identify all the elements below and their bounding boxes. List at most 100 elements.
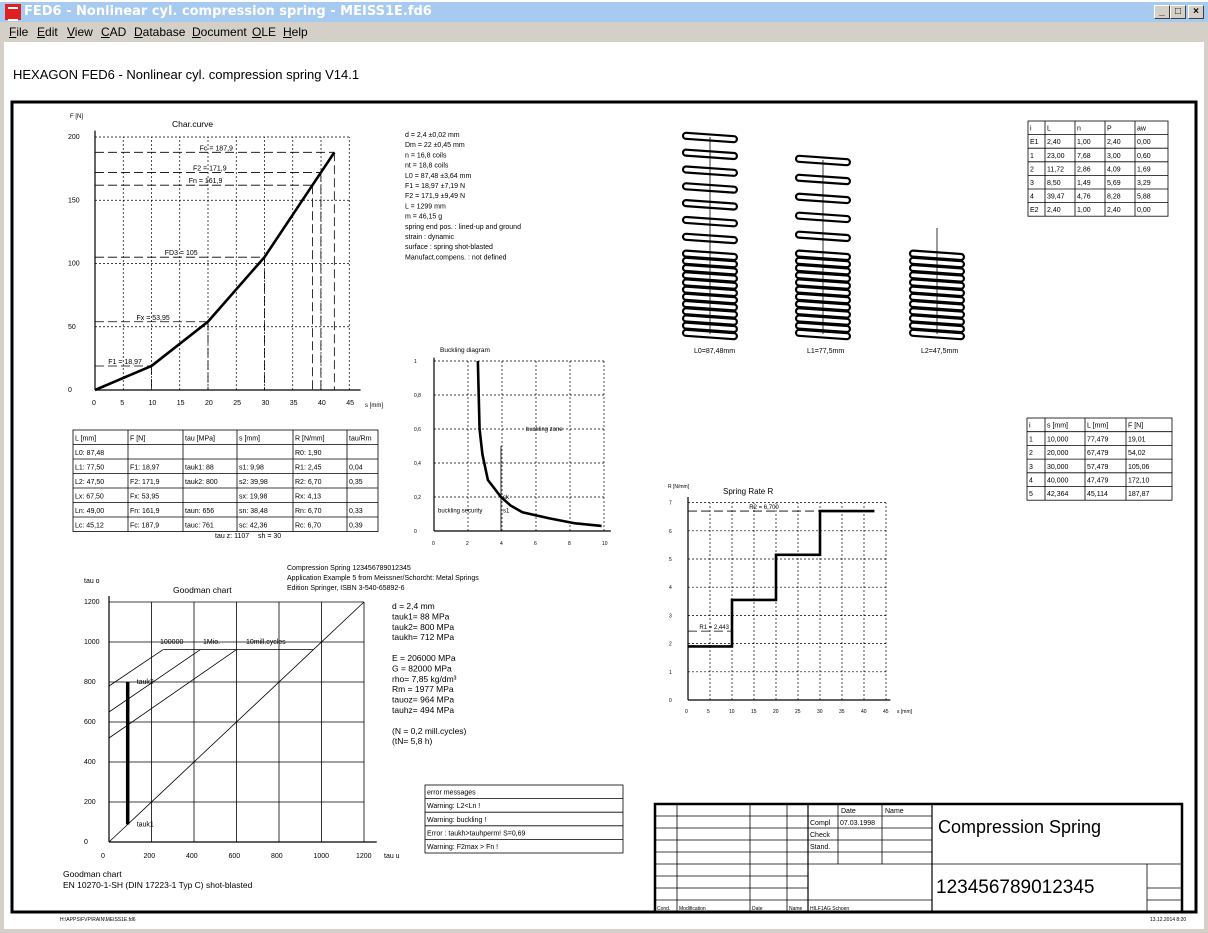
reference-line: Compression Spring 123456789012345 [287, 565, 411, 572]
parameter-table: L [mm] F [N] tau [MPa] s [mm] R [N/mm] tau/Rm… [72, 429, 379, 532]
title-bar: FED6 - Nonlinear cyl. compression spring… [0, 0, 1208, 22]
table-cell: L2: 47,50 [75, 479, 104, 486]
app-icon [5, 4, 21, 21]
table-cell: R1: 2,45 [295, 465, 322, 472]
y-tick-label: 6 [669, 529, 672, 535]
y-tick-label: 0 [68, 387, 72, 394]
menu-file[interactable]: File [9, 25, 29, 39]
column-header: F [N] [130, 436, 145, 443]
table-cell: Fx: 53,95 [130, 494, 159, 501]
table-cell: 1,49 [1077, 180, 1091, 187]
buckling-zone-label: buckling zone [526, 427, 563, 433]
reference-label: Fc = 187,9 [200, 145, 233, 152]
menu-document[interactable]: Document [192, 25, 247, 39]
table-cell: 2,40 [1107, 207, 1121, 214]
y-tick-label: 400 [84, 759, 96, 766]
y-tick-label: 200 [84, 799, 96, 806]
maximize-button[interactable]: □ [1170, 5, 1186, 19]
table-cell: 172,10 [1128, 478, 1150, 485]
y-tick-label: 1 [669, 670, 672, 676]
force-curve [94, 151, 336, 392]
table-cell: taun: 656 [185, 508, 214, 515]
column-header: s [mm] [1047, 423, 1068, 430]
buckling-curve [476, 360, 602, 528]
fatigue-line [108, 649, 164, 687]
table-cell: 0,35 [349, 479, 363, 486]
file-path: H:\APPS\FVP\RAIN\MEISS1E.fd6 [60, 917, 136, 923]
table-cell: 3,29 [1137, 180, 1151, 187]
y-tick-label: 1000 [84, 639, 100, 646]
y-axis-label: R [N/mm] [668, 484, 690, 490]
menu-database[interactable]: Database [134, 25, 186, 39]
table-cell: 3 [1030, 180, 1034, 187]
spring-data-line: L = 1299 mm [405, 203, 446, 210]
column-header: tau/Rm [349, 436, 372, 443]
x-axis-label: s [mm] [897, 709, 913, 715]
table-cell: 3 [1029, 464, 1033, 471]
table-cell: sn: 38,48 [239, 508, 268, 515]
close-button[interactable]: × [1188, 5, 1204, 19]
menu-view[interactable]: View [67, 25, 93, 39]
x-tick-label: 600 [229, 853, 241, 860]
column-header: L [mm] [75, 436, 96, 443]
material-line: (N = 0,2 mill.cycles) [392, 726, 467, 736]
material-line: (tN= 5,8 h) [392, 736, 433, 746]
reference-label: F2 = 171,9 [193, 166, 227, 173]
menu-ole[interactable]: OLE [252, 25, 277, 39]
table-cell: E1 [1030, 139, 1039, 146]
y-tick-label: 4 [669, 585, 672, 591]
minimize-button[interactable]: _ [1154, 5, 1170, 19]
table-cell: Fc: 187,9 [130, 523, 159, 530]
menu-edit[interactable]: Edit [37, 25, 58, 39]
table-cell: 187,87 [1128, 491, 1150, 498]
table-cell: 0,00 [1137, 207, 1151, 214]
table-cell: 2 [1030, 166, 1034, 173]
table-cell: 0,60 [1137, 153, 1151, 160]
y-tick-label: 600 [84, 719, 96, 726]
spring-free-length: L0=87,48mm [681, 131, 739, 355]
coil-table-border [1027, 120, 1169, 217]
y-tick-label: 0,4 [414, 461, 421, 467]
table-cell: Rx: 4,13 [295, 494, 321, 501]
x-tick-label: 40 [318, 400, 326, 407]
x-tick-label: 15 [177, 400, 185, 407]
table-cell: 39,47 [1047, 194, 1065, 201]
y-tick-label: 7 [669, 501, 672, 507]
spring-data-line: strain : dynamic [405, 234, 455, 241]
x-tick-label: 0 [432, 541, 435, 547]
error-messages: error messages Warning: L2<Ln ! Warning: b… [424, 784, 624, 854]
column-header: L [1047, 126, 1051, 133]
menu-cad[interactable]: CAD [101, 25, 127, 39]
y-tick-label: 3 [669, 613, 672, 619]
title-block-row-label: Stand. [810, 844, 830, 851]
menu-help[interactable]: Help [283, 25, 308, 39]
spring-length-label: L1=77,5mm [807, 348, 844, 355]
spring-data-line: L0 = 87,48 ±3,64 mm [405, 173, 471, 180]
title-block-footer-label: Name [789, 906, 803, 912]
table-cell: 105,06 [1128, 464, 1150, 471]
x-tick-label: 25 [233, 400, 241, 407]
tau-z-value: tau z: 1107 [215, 533, 249, 540]
x-tick-label: 20 [205, 400, 213, 407]
drawing-title: Compression Spring [938, 817, 1101, 837]
x-tick-label: 45 [883, 709, 889, 715]
name-header: Name [885, 808, 904, 815]
table-cell: 20,000 [1047, 450, 1069, 457]
title-block-border [653, 802, 1184, 914]
table-cell: 0,04 [349, 465, 363, 472]
fatigue-line [108, 649, 237, 739]
spring-length-label: L2=47,5mm [921, 348, 958, 355]
table-cell: 42,364 [1047, 491, 1069, 498]
material-line: tauhz= 494 MPa [392, 705, 454, 715]
chart-title: Char.curve [172, 119, 213, 129]
table-cell: tauk2: 800 [185, 479, 218, 486]
table-cell: 5,88 [1137, 194, 1151, 201]
reference-label: F1 = 18,97 [108, 359, 142, 366]
spring-data-line: F1 = 18,97 ±7,19 N [405, 183, 465, 190]
table-cell: Rc: 6,70 [295, 523, 321, 530]
table-cell: L1: 77,50 [75, 465, 104, 472]
spring-data-line: Dm = 22 ±0,45 mm [405, 142, 465, 149]
title-block-footer-label: HILF1AG Schoen [810, 906, 849, 912]
goodman-caption: Goodman chart [63, 869, 122, 879]
column-header: i [1029, 423, 1031, 430]
